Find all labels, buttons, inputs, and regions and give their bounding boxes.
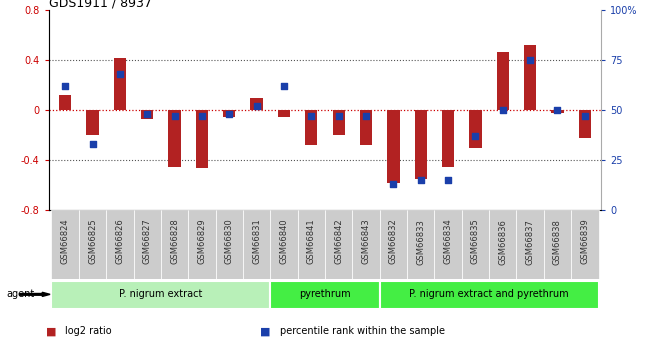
- Text: GSM66827: GSM66827: [143, 219, 151, 265]
- Text: GSM66829: GSM66829: [198, 219, 207, 264]
- Text: GSM66826: GSM66826: [115, 219, 124, 265]
- Bar: [79, 210, 106, 279]
- Text: GSM66833: GSM66833: [416, 219, 425, 265]
- Bar: [270, 210, 298, 279]
- Bar: [333, 110, 345, 135]
- Text: GSM66843: GSM66843: [361, 219, 370, 265]
- Text: GSM66842: GSM66842: [334, 219, 343, 264]
- Point: [252, 104, 262, 109]
- Point: [306, 114, 317, 119]
- Bar: [305, 110, 317, 146]
- Text: percentile rank within the sample: percentile rank within the sample: [280, 326, 445, 336]
- Point: [224, 112, 235, 117]
- Bar: [223, 110, 235, 117]
- Bar: [380, 281, 599, 309]
- Text: GSM66837: GSM66837: [526, 219, 535, 265]
- Bar: [278, 110, 290, 117]
- Bar: [442, 110, 454, 167]
- Bar: [517, 210, 544, 279]
- Text: GSM66839: GSM66839: [580, 219, 590, 265]
- Bar: [161, 210, 188, 279]
- Bar: [270, 281, 380, 309]
- Point: [388, 182, 398, 187]
- Text: pyrethrum: pyrethrum: [299, 289, 351, 299]
- Text: GSM66830: GSM66830: [225, 219, 234, 265]
- Text: log2 ratio: log2 ratio: [65, 326, 112, 336]
- Bar: [571, 210, 599, 279]
- Point: [170, 114, 180, 119]
- Text: P. nigrum extract and pyrethrum: P. nigrum extract and pyrethrum: [410, 289, 569, 299]
- Bar: [360, 110, 372, 146]
- Point: [361, 114, 371, 119]
- Text: GSM66836: GSM66836: [499, 219, 507, 265]
- Bar: [106, 210, 133, 279]
- Text: ■: ■: [260, 326, 270, 336]
- Text: GSM66831: GSM66831: [252, 219, 261, 265]
- Bar: [462, 210, 489, 279]
- Bar: [51, 281, 270, 309]
- Point: [580, 114, 590, 119]
- Text: GDS1911 / 8937: GDS1911 / 8937: [49, 0, 151, 9]
- Point: [525, 58, 536, 63]
- Bar: [168, 110, 181, 167]
- Point: [415, 178, 426, 183]
- Bar: [86, 110, 99, 135]
- Text: GSM66838: GSM66838: [553, 219, 562, 265]
- Bar: [196, 110, 208, 168]
- Bar: [243, 210, 270, 279]
- Bar: [497, 52, 509, 110]
- Text: GSM66841: GSM66841: [307, 219, 316, 264]
- Bar: [544, 210, 571, 279]
- Bar: [114, 58, 126, 110]
- Point: [197, 114, 207, 119]
- Text: GSM66834: GSM66834: [443, 219, 452, 265]
- Bar: [325, 210, 352, 279]
- Text: GSM66840: GSM66840: [280, 219, 289, 264]
- Point: [142, 112, 152, 117]
- Bar: [51, 210, 79, 279]
- Bar: [551, 110, 564, 113]
- Bar: [298, 210, 325, 279]
- Bar: [524, 46, 536, 110]
- Point: [87, 142, 98, 147]
- Bar: [141, 110, 153, 119]
- Bar: [188, 210, 216, 279]
- Point: [114, 72, 125, 77]
- Bar: [407, 210, 434, 279]
- Text: GSM66825: GSM66825: [88, 219, 97, 264]
- Point: [552, 108, 563, 113]
- Bar: [216, 210, 243, 279]
- Point: [279, 83, 289, 89]
- Text: GSM66824: GSM66824: [60, 219, 70, 264]
- Text: GSM66828: GSM66828: [170, 219, 179, 265]
- Text: GSM66835: GSM66835: [471, 219, 480, 265]
- Bar: [59, 96, 72, 110]
- Text: ■: ■: [46, 326, 56, 336]
- Bar: [387, 110, 400, 183]
- Text: GSM66832: GSM66832: [389, 219, 398, 265]
- Point: [470, 134, 480, 139]
- Bar: [380, 210, 407, 279]
- Bar: [578, 110, 591, 138]
- Bar: [434, 210, 462, 279]
- Bar: [250, 98, 263, 110]
- Point: [443, 178, 453, 183]
- Text: agent: agent: [6, 289, 34, 299]
- Bar: [133, 210, 161, 279]
- Point: [498, 108, 508, 113]
- Text: P. nigrum extract: P. nigrum extract: [119, 289, 203, 299]
- Point: [60, 83, 70, 89]
- Bar: [469, 110, 482, 148]
- Point: [333, 114, 344, 119]
- Bar: [489, 210, 517, 279]
- Bar: [352, 210, 380, 279]
- Bar: [415, 110, 427, 179]
